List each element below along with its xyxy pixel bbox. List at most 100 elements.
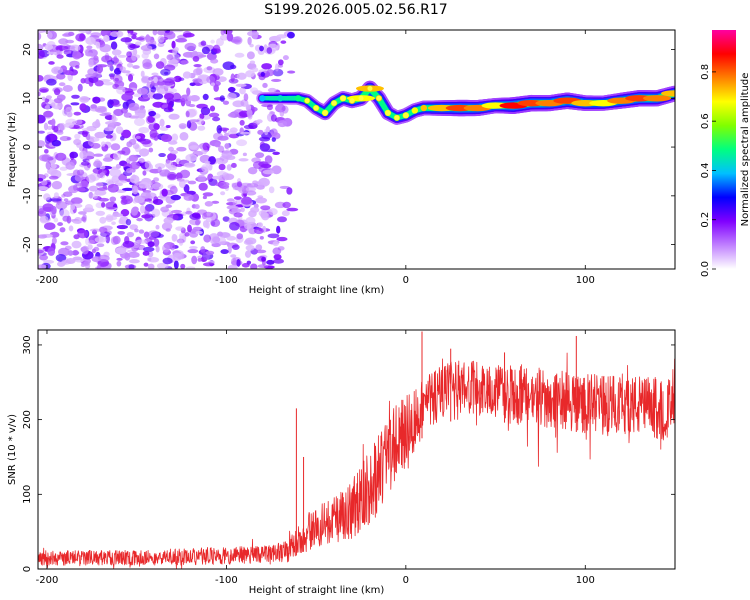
noise-speck [197,174,206,182]
noise-speck [95,41,101,49]
ridge-point [420,104,427,112]
noise-speck [151,182,164,190]
noise-speck [50,164,57,169]
noise-speck [189,246,198,250]
noise-speck [141,52,149,59]
noise-speck [286,187,293,195]
noise-speck [55,152,67,161]
noise-speck [135,37,145,41]
noise-speck [148,147,154,153]
noise-speck [136,217,143,222]
noise-speck [247,36,252,46]
noise-speck [257,222,263,228]
noise-speck [118,218,124,225]
noise-speck [184,42,197,51]
noise-speck [107,63,113,68]
noise-speck [43,222,56,231]
noise-speck [244,250,252,258]
noise-speck [134,41,142,46]
noise-speck [185,153,198,162]
noise-speck [77,83,83,92]
noise-speck [175,38,188,43]
noise-speck [160,206,170,213]
noise-speck [155,245,160,253]
noise-speck [110,143,121,151]
noise-speck [282,55,289,61]
noise-speck [51,139,62,147]
noise-speck [169,242,176,251]
noise-speck [256,119,263,124]
noise-speck [68,31,75,37]
noise-speck [92,96,101,104]
noise-speck [142,250,150,256]
noise-speck [178,179,186,188]
noise-speck [134,228,139,233]
noise-speck [45,95,53,100]
noise-speck [81,128,91,132]
noise-speck [84,263,91,269]
noise-speck [254,152,265,159]
ridge-point [259,95,266,102]
noise-speck [128,138,137,145]
noise-speck [67,250,74,256]
noise-speck [171,40,176,49]
spectrogram-y-tick-label: -20 [22,236,33,252]
noise-speck [129,161,140,170]
noise-speck [245,216,256,225]
noise-speck [165,124,171,129]
noise-speck [272,68,284,77]
noise-speck [188,119,200,123]
noise-speck [129,224,139,230]
noise-speck [80,77,86,84]
noise-speck [86,174,96,183]
noise-speck [66,136,72,141]
noise-speck [146,81,153,89]
noise-speck [179,131,189,141]
noise-speck [143,231,150,239]
noise-speck [151,208,161,218]
noise-speck [39,88,48,93]
noise-speck [135,239,148,244]
noise-speck [138,157,145,164]
noise-speck [161,188,168,197]
noise-speck [128,154,139,162]
noise-speck [76,187,86,192]
noise-speck [133,93,142,98]
noise-speck [121,129,132,139]
noise-speck [271,137,277,142]
noise-speck [143,262,149,267]
ridge-point [277,95,284,102]
noise-speck [173,260,179,269]
noise-speck [91,248,97,254]
noise-speck [99,43,112,53]
ridge-point [331,100,337,106]
noise-speck [44,105,51,110]
noise-speck [224,132,230,137]
noise-speck [125,218,132,226]
noise-speck [177,255,185,260]
noise-speck [187,224,192,233]
noise-speck [87,244,93,250]
noise-speck [85,73,96,78]
noise-speck [139,105,144,111]
noise-speck [259,143,271,152]
noise-speck [96,264,101,269]
noise-speck [75,33,86,42]
noise-speck [136,87,149,95]
noise-speck [170,194,181,201]
noise-speck [247,167,258,175]
noise-speck [212,116,221,122]
noise-speck [241,196,253,205]
colorbar-tick-label: 0.0 [700,261,711,277]
noise-speck [100,165,106,170]
noise-speck [88,239,95,245]
noise-speck [132,65,140,69]
noise-speck [134,112,146,116]
noise-speck [199,113,205,120]
noise-speck [195,219,201,226]
noise-speck [257,256,267,262]
ridge-point [394,115,400,121]
noise-speck [101,201,106,208]
noise-speck [100,141,106,147]
noise-speck [73,111,82,116]
